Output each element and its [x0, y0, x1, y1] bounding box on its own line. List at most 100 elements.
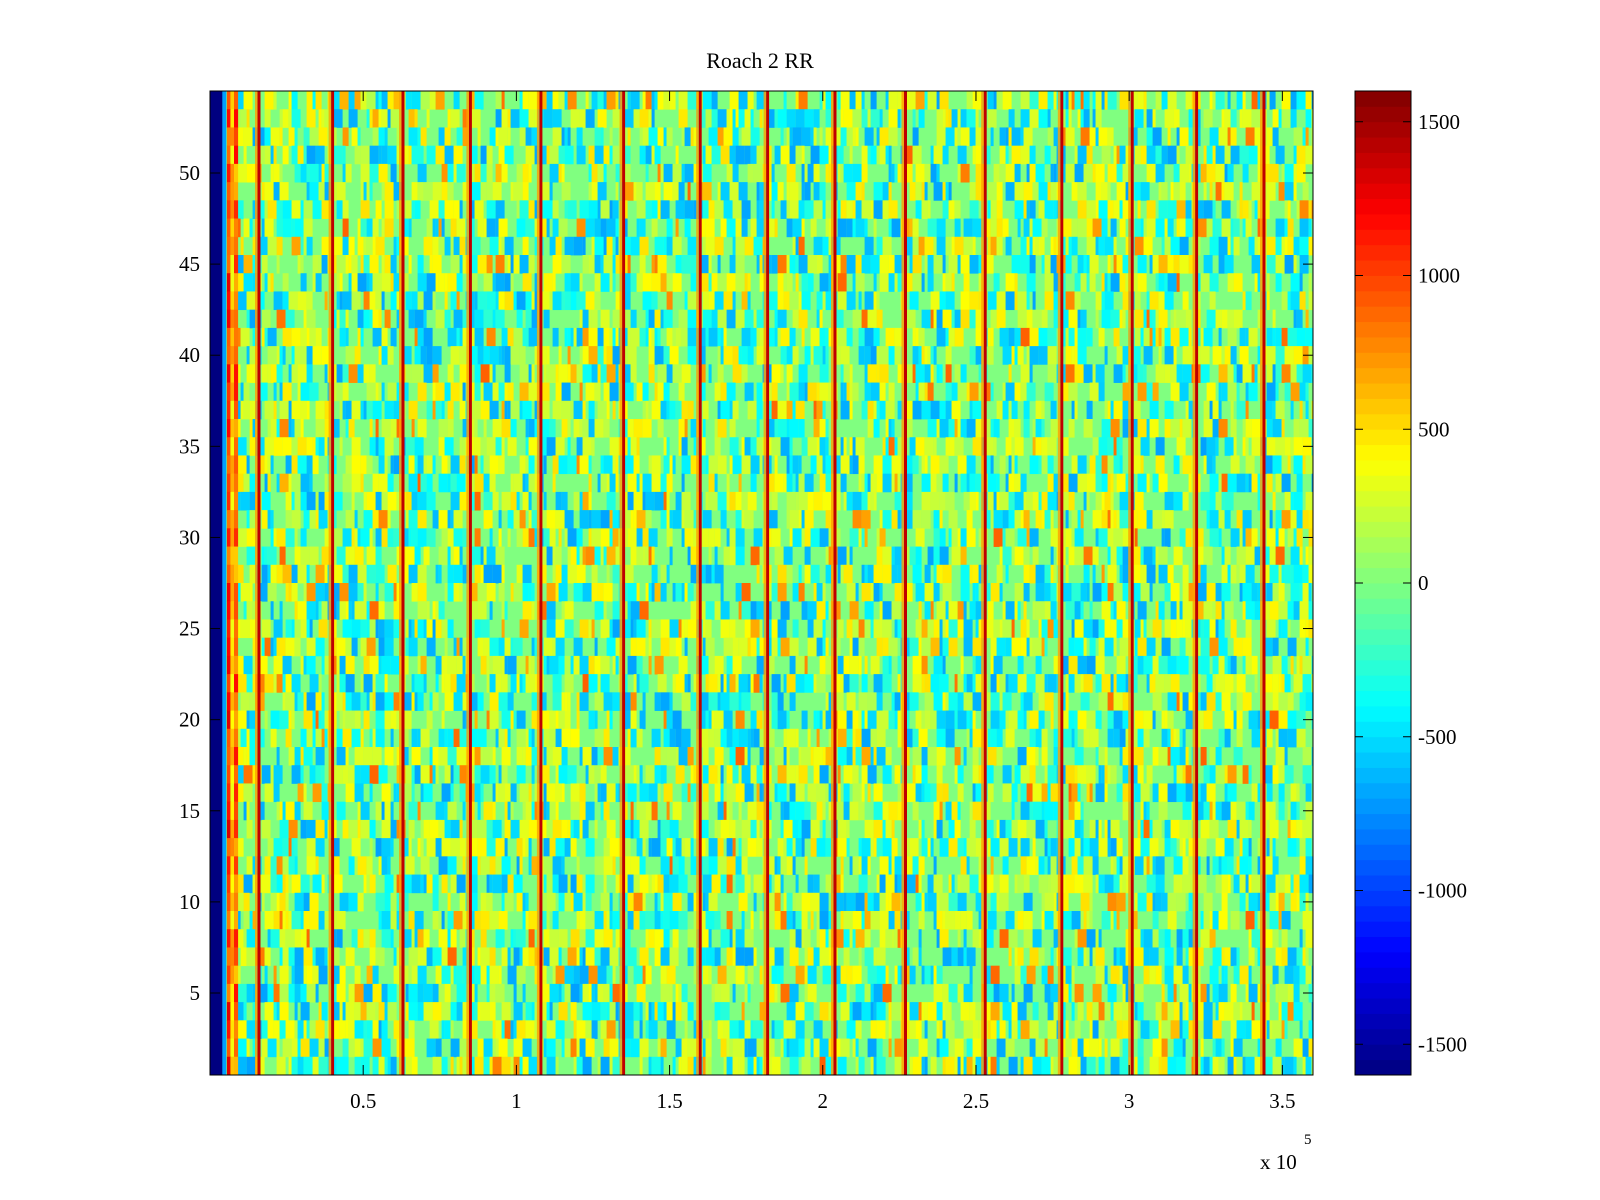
heatmap-cell	[852, 163, 862, 183]
heatmap-cell	[852, 382, 859, 402]
heatmap-cell	[522, 273, 532, 292]
heatmap-cell	[372, 400, 382, 420]
heatmap-cell	[315, 583, 325, 602]
heatmap-cell	[1236, 364, 1243, 383]
heatmap-cell	[987, 747, 997, 766]
heatmap-cell	[1158, 200, 1168, 219]
heatmap-cell	[270, 455, 274, 475]
heatmap-cell	[825, 109, 835, 128]
heatmap-cell	[441, 218, 445, 238]
heatmap-cell	[318, 601, 322, 620]
heatmap-cell	[876, 236, 883, 256]
heatmap-cell	[780, 601, 790, 620]
heatmap-cell	[684, 674, 688, 693]
heatmap-cell	[447, 364, 454, 383]
heatmap-cell	[378, 437, 385, 456]
heatmap-cell	[957, 601, 964, 620]
heatmap-cell	[963, 218, 973, 238]
heatmap-cell	[708, 546, 712, 566]
heatmap-cell	[294, 528, 298, 547]
heatmap-cell	[321, 655, 325, 675]
heatmap-cell	[822, 583, 826, 602]
heatmap-cell	[1125, 273, 1129, 292]
heatmap-cell	[456, 473, 466, 493]
heatmap-cell	[987, 346, 994, 365]
heatmap-cell	[1164, 327, 1171, 347]
heatmap-cell	[1251, 437, 1261, 456]
heatmap-cell	[462, 655, 466, 675]
heatmap-cell	[288, 710, 292, 730]
heatmap-cell	[960, 291, 970, 311]
heatmap-cell	[786, 200, 790, 219]
heatmap-cell	[789, 655, 796, 675]
heatmap-cell	[558, 655, 565, 675]
heatmap-cell	[243, 127, 253, 147]
heatmap-cell	[1017, 346, 1024, 365]
heatmap-cell	[522, 674, 526, 693]
heatmap-cell	[1290, 91, 1297, 110]
heatmap-cell	[528, 91, 538, 110]
heatmap-cell	[1020, 382, 1027, 402]
heatmap-cell	[777, 291, 784, 311]
heatmap-cell	[861, 728, 871, 748]
heatmap-cell	[624, 255, 628, 274]
heatmap-cell	[927, 546, 934, 566]
heatmap-cell	[237, 528, 247, 547]
heatmap-cell	[768, 109, 775, 128]
heatmap-cell	[591, 510, 601, 529]
heatmap-cell	[1206, 163, 1216, 183]
heatmap-cell	[1074, 291, 1081, 311]
heatmap-cell	[246, 728, 250, 748]
heatmap-cell	[555, 382, 562, 402]
heatmap-cell	[534, 291, 538, 311]
heatmap-cell	[261, 218, 265, 238]
heatmap-cell	[363, 182, 367, 201]
heatmap-cell	[753, 528, 763, 547]
heatmap-cell	[447, 655, 457, 675]
heatmap-cell	[903, 273, 913, 292]
heatmap-cell	[867, 364, 877, 383]
heatmap-cell	[576, 291, 586, 311]
heatmap-cell	[750, 619, 760, 639]
heatmap-cell	[561, 419, 568, 438]
heatmap-cell	[375, 564, 385, 584]
heatmap-cell	[936, 710, 946, 730]
heatmap-cell	[1305, 491, 1312, 511]
heatmap-cell	[471, 309, 475, 329]
heatmap-cell	[1023, 400, 1030, 420]
heatmap-cell	[300, 145, 304, 165]
heatmap-cell	[441, 455, 448, 475]
heatmap-cell	[717, 419, 727, 438]
heatmap-cell	[333, 182, 337, 201]
heatmap-cell	[303, 710, 313, 730]
heatmap-cell	[435, 619, 442, 639]
heatmap-cell	[1287, 200, 1291, 219]
heatmap-cell	[630, 273, 637, 292]
heatmap-cell	[816, 674, 826, 693]
heatmap-cell	[1212, 455, 1216, 475]
heatmap-cell	[1101, 91, 1105, 110]
heatmap-cell	[453, 692, 463, 711]
heatmap-cell	[1212, 91, 1216, 110]
heatmap-cell	[543, 273, 553, 292]
heatmap-cell	[1137, 273, 1147, 292]
heatmap-cell	[1239, 182, 1243, 201]
heatmap-cell	[321, 710, 325, 730]
heatmap-cell	[1062, 437, 1069, 456]
heatmap-cell	[741, 291, 748, 311]
heatmap-cell	[306, 583, 316, 602]
heatmap-cell	[645, 145, 652, 165]
heatmap-cell	[510, 182, 514, 201]
heatmap-cell	[822, 91, 826, 110]
heatmap-cell	[729, 491, 736, 511]
heatmap-cell	[615, 655, 619, 675]
heatmap-cell	[1287, 218, 1294, 238]
heatmap-cell	[552, 109, 562, 128]
heatmap-cell	[1203, 182, 1207, 201]
heatmap-cell	[300, 255, 304, 274]
heatmap-cell	[837, 619, 844, 639]
heatmap-cell	[1155, 601, 1159, 620]
heatmap-cell	[750, 601, 757, 620]
heatmap-cell	[924, 564, 931, 584]
heatmap-cell	[426, 346, 433, 365]
